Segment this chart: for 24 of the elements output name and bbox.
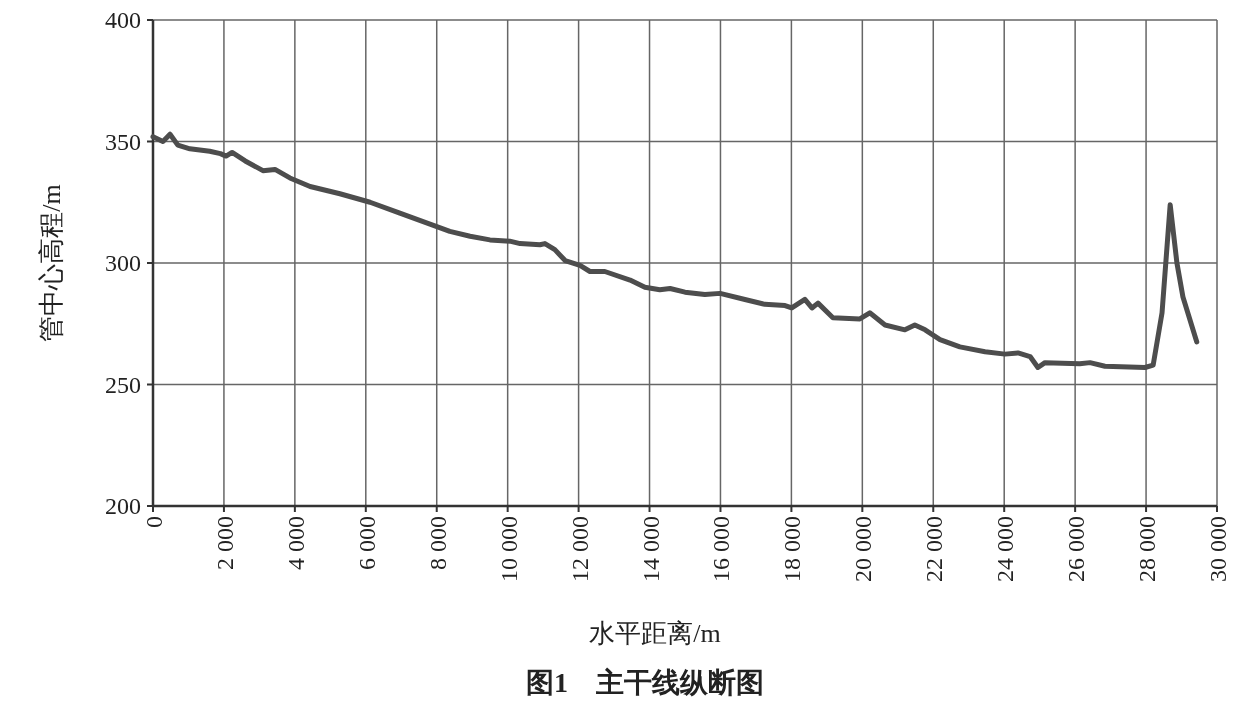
x-tick-label: 26 000 bbox=[1063, 516, 1090, 582]
x-tick-label: 16 000 bbox=[708, 516, 735, 582]
x-tick-label: 4 000 bbox=[282, 516, 309, 570]
x-tick-label: 6 000 bbox=[353, 516, 380, 570]
x-tick-label: 8 000 bbox=[424, 516, 451, 570]
y-tick-label: 400 bbox=[105, 7, 141, 33]
x-tick-label: 0 bbox=[141, 516, 167, 528]
x-axis-title: 水平距离/m bbox=[589, 619, 721, 648]
x-tick-label: 10 000 bbox=[495, 516, 522, 582]
x-tick-label: 24 000 bbox=[992, 516, 1019, 582]
y-tick-label: 250 bbox=[105, 371, 141, 398]
y-axis-title: 管中心高程/m bbox=[37, 184, 66, 342]
x-tick-label: 28 000 bbox=[1134, 516, 1161, 582]
x-tick-label: 20 000 bbox=[850, 516, 877, 582]
text: 图1 主干线纵断图 bbox=[526, 667, 764, 698]
x-tick-label: 14 000 bbox=[637, 516, 664, 582]
x-tick-label: 18 000 bbox=[779, 516, 806, 582]
x-tick-label: 2 000 bbox=[211, 516, 238, 570]
y-tick-label: 300 bbox=[105, 250, 141, 276]
x-tick-label: 22 000 bbox=[921, 516, 948, 582]
x-tick-label: 12 000 bbox=[566, 516, 593, 582]
y-tick-label: 350 bbox=[105, 128, 141, 155]
x-tick-label: 30 000 bbox=[1205, 516, 1231, 582]
y-tick-label: 200 bbox=[105, 493, 141, 519]
